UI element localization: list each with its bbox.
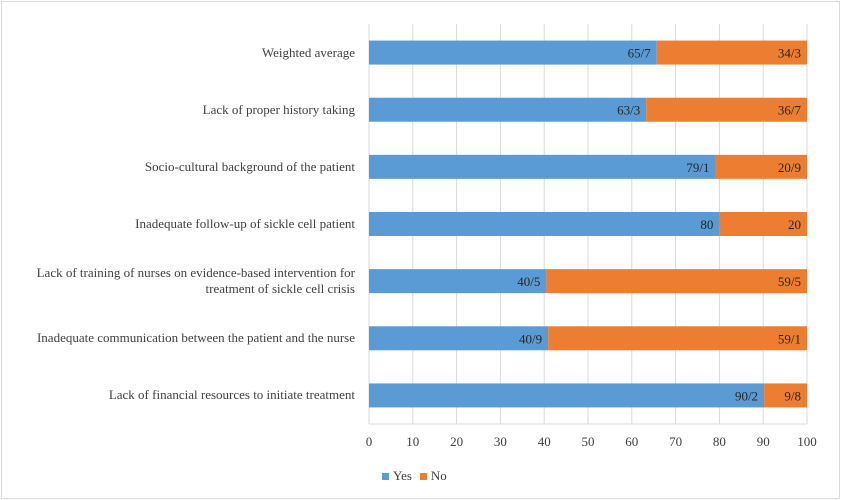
x-tick-label: 40 <box>538 434 551 449</box>
x-tick-label: 100 <box>797 434 817 449</box>
bar-no <box>764 383 807 408</box>
legend-label-yes: Yes <box>393 468 412 483</box>
legend-swatch-no <box>419 472 427 480</box>
data-label: 20 <box>788 217 801 232</box>
legend-item-yes: Yes <box>382 468 412 484</box>
category-label: Weighted average <box>261 44 355 60</box>
x-tick-label: 30 <box>494 434 507 449</box>
bar-yes <box>369 212 720 236</box>
data-label: 80 <box>700 217 713 232</box>
data-label: 65/7 <box>628 46 652 61</box>
bar-no <box>656 40 807 65</box>
category-label: Lack of proper history taking <box>202 101 355 117</box>
data-label: 59/5 <box>778 274 801 289</box>
data-label: 63/3 <box>617 103 640 118</box>
bar-no <box>715 154 807 179</box>
bar-yes <box>369 383 765 408</box>
x-tick-label: 0 <box>366 434 373 449</box>
bar-no <box>719 212 807 236</box>
x-tick-label: 90 <box>757 434 770 449</box>
legend-item-no: No <box>419 468 447 484</box>
bar-yes <box>369 97 647 122</box>
data-label: 90/2 <box>735 388 758 403</box>
data-label: 20/9 <box>778 160 801 175</box>
data-label: 59/1 <box>778 331 801 346</box>
category-label: Lack of financial resources to initiate … <box>108 387 355 403</box>
bar-no <box>548 326 807 351</box>
legend: Yes No <box>382 468 455 484</box>
x-tick-label: 50 <box>582 434 595 449</box>
category-label: Socio-cultural background of the patient <box>144 158 355 174</box>
bar-yes <box>369 154 716 179</box>
data-label: 34/3 <box>778 46 801 61</box>
data-label: 36/7 <box>778 103 802 118</box>
bar-yes <box>369 326 549 351</box>
data-label: 9/8 <box>784 388 801 403</box>
category-label: Inadequate follow-up of sickle cell pati… <box>135 216 355 231</box>
category-label: Lack of training of nurses on evidence-b… <box>36 265 355 297</box>
data-label: 79/1 <box>686 160 709 175</box>
x-tick-label: 70 <box>669 434 682 449</box>
x-tick-label: 80 <box>713 434 726 449</box>
bar-no <box>646 97 807 122</box>
bar-yes <box>369 40 657 65</box>
bar-no <box>546 269 807 294</box>
data-label: 40/5 <box>517 274 540 289</box>
legend-label-no: No <box>430 468 447 483</box>
bar-yes <box>369 269 547 294</box>
x-tick-label: 60 <box>625 434 638 449</box>
x-tick-label: 10 <box>406 434 419 449</box>
x-tick-label: 20 <box>450 434 463 449</box>
legend-swatch-yes <box>382 472 389 480</box>
category-label: Inadequate communication between the pat… <box>36 330 355 346</box>
data-label: 40/9 <box>519 331 542 346</box>
